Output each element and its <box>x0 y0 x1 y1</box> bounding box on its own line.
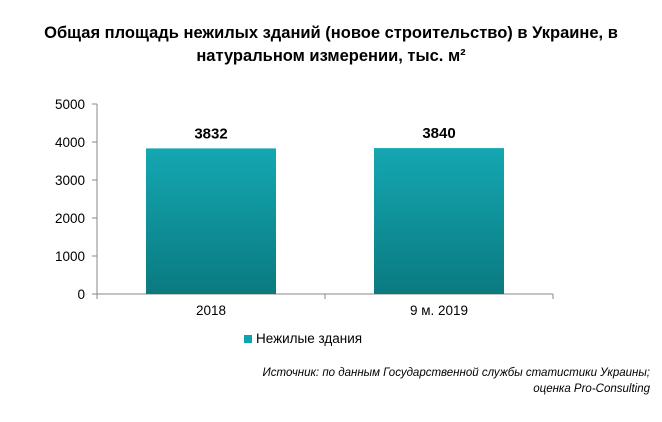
y-tick-label: 1000 <box>55 249 85 264</box>
legend-swatch-non-residential <box>244 334 252 343</box>
source-line-2: оценка Pro-Consulting <box>533 383 650 395</box>
chart-legend: Нежилые здания <box>244 331 362 346</box>
y-tick-label: 5000 <box>55 97 85 112</box>
bar <box>374 148 504 294</box>
source-line-1: Источник: по данным Государственной служ… <box>262 367 650 379</box>
bar-data-label: 3840 <box>422 125 455 142</box>
source-note: Источник: по данным Государственной служ… <box>263 365 650 397</box>
x-category-label: 2018 <box>196 303 226 318</box>
y-tick-label: 0 <box>77 287 85 302</box>
bar-data-label: 3832 <box>194 125 227 142</box>
y-tick-label: 2000 <box>55 211 85 226</box>
y-tick-label: 3000 <box>55 173 85 188</box>
chart-title-line-2: натуральном измерении, тыс. м² <box>196 47 466 65</box>
legend-label-non-residential: Нежилые здания <box>256 331 363 346</box>
bar <box>146 148 276 294</box>
chart-title-line-1: Общая площадь нежилых зданий (новое стро… <box>44 24 618 42</box>
x-category-label: 9 м. 2019 <box>410 303 468 318</box>
y-tick-label: 4000 <box>55 135 85 150</box>
chart-title: Общая площадь нежилых зданий (новое стро… <box>0 22 662 68</box>
